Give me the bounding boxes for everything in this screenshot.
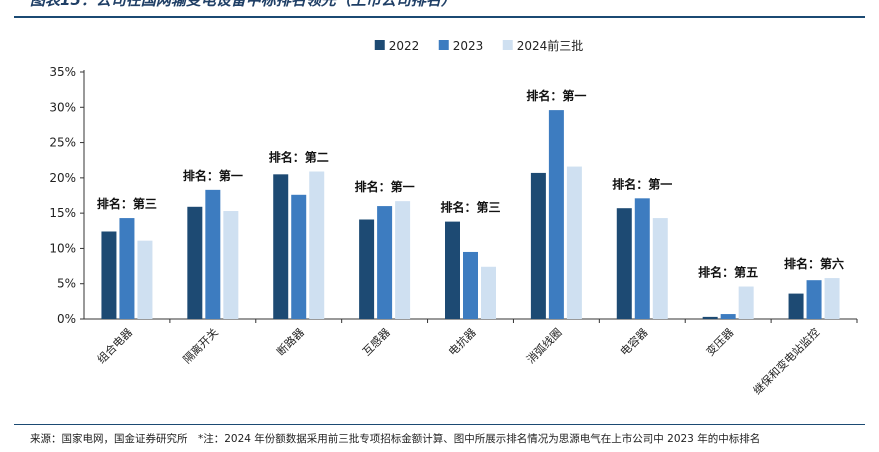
y-tick-label: 25% <box>49 136 76 150</box>
category-label: 继保和变电站监控 <box>750 325 822 397</box>
bar-2024前三批 <box>395 201 411 319</box>
rank-annotation: 排名：第二 <box>269 150 329 165</box>
bar-2023 <box>205 189 221 319</box>
category-label: 消弧线圈 <box>523 325 564 366</box>
legend-swatch <box>502 40 513 50</box>
footer-divider <box>14 424 865 425</box>
bar-2022 <box>702 316 718 319</box>
rank-annotation: 排名：第一 <box>612 176 672 191</box>
figure-title: 图表15：公司在国网输变电设备中标排名领先（上市公司排名） <box>30 0 456 9</box>
y-tick-label: 15% <box>49 206 76 220</box>
bar-2023 <box>548 110 564 319</box>
bar-2022 <box>101 231 117 319</box>
bar-2022 <box>530 172 546 319</box>
legend-label: 2023 <box>453 39 484 53</box>
bar-2024前三批 <box>824 278 840 319</box>
legend-swatch <box>374 40 385 50</box>
rank-annotation: 排名：第五 <box>698 265 758 280</box>
category-label: 电容器 <box>617 325 650 358</box>
category-label: 断路器 <box>274 325 307 358</box>
bar-2024前三批 <box>566 166 582 319</box>
y-tick-label: 30% <box>49 100 76 114</box>
bar-2022 <box>187 206 203 319</box>
category-label: 隔离开关 <box>180 325 221 366</box>
rank-annotation: 排名：第一 <box>355 179 415 194</box>
category-label: 变压器 <box>703 325 736 358</box>
bar-2023 <box>806 280 822 319</box>
rank-annotation: 排名：第三 <box>440 200 500 215</box>
bar-2022 <box>445 221 460 319</box>
bar-chart: 0% 5% 10% 15% 20% 25% 30% 35% 组合电器 隔离开关 断路器 互感器 电抗器 消… <box>49 38 858 397</box>
legend-label: 2022 <box>389 39 420 53</box>
y-tick-label: 35% <box>49 65 76 79</box>
bar-2024前三批 <box>738 286 754 319</box>
legend-label: 2024前三批 <box>517 38 584 53</box>
bar-2024前三批 <box>309 171 325 319</box>
y-tick-label: 20% <box>49 171 76 185</box>
category-label: 电抗器 <box>445 325 478 358</box>
bar-2024前三批 <box>652 218 668 319</box>
bar-2024前三批 <box>137 240 153 319</box>
bar-2022 <box>273 174 289 319</box>
y-tick-label: 10% <box>49 241 76 255</box>
y-tick-label: 5% <box>57 277 76 291</box>
title-divider <box>14 16 865 18</box>
rank-annotation: 排名：第六 <box>784 256 844 271</box>
bar-2023 <box>463 251 478 319</box>
bar-2023 <box>291 194 307 319</box>
category-label: 互感器 <box>360 326 393 359</box>
legend-swatch <box>438 40 449 50</box>
bar-2023 <box>634 198 650 319</box>
rank-annotation: 排名：第一 <box>526 88 586 103</box>
bar-2023 <box>119 218 135 319</box>
source-note: 来源：国家电网，国金证券研究所 *注：2024 年份额数据采用前三批专项招标金额… <box>30 433 761 445</box>
rank-annotation: 排名：第一 <box>183 168 243 183</box>
bar-2024前三批 <box>223 211 239 319</box>
rank-annotation: 排名：第三 <box>97 196 157 211</box>
bar-2022 <box>788 293 804 319</box>
bar-2022 <box>616 208 632 319</box>
bar-2023 <box>377 206 393 319</box>
bar-2022 <box>359 219 375 319</box>
category-label: 组合电器 <box>94 325 135 366</box>
bar-2023 <box>720 314 736 319</box>
y-tick-label: 0% <box>57 312 76 326</box>
bar-2024前三批 <box>481 266 496 319</box>
